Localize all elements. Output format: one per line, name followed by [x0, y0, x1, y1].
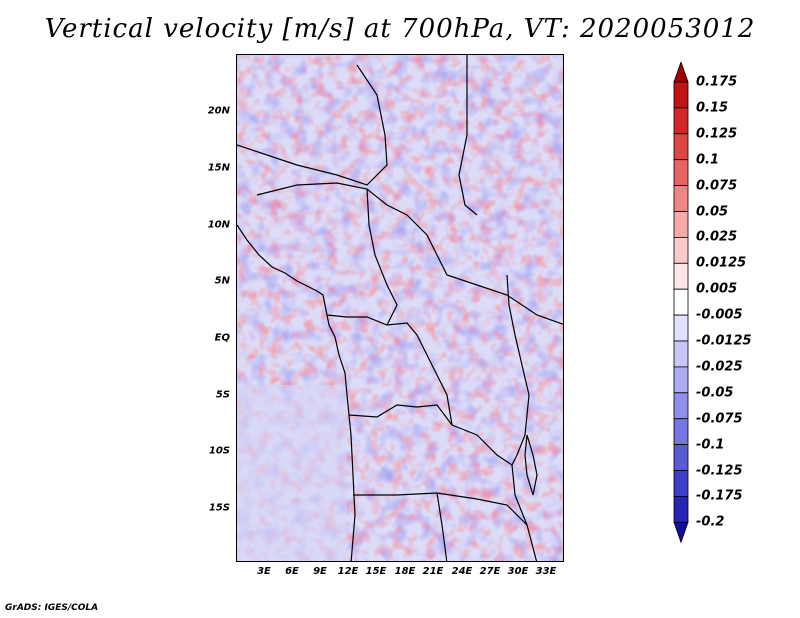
colorbar-label: 0.175: [696, 74, 738, 90]
colorbar-swatch: [673, 444, 689, 471]
vertical-velocity-map: [237, 55, 563, 561]
border-central-1: [366, 188, 398, 326]
border-north-2: [237, 64, 388, 186]
coastline-west-africa: [237, 224, 356, 561]
border-sahel: [256, 182, 563, 325]
colorbar-swatch: [673, 314, 689, 342]
colorbar-swatch: [673, 133, 689, 161]
lon-tick-label: 30E: [507, 566, 529, 577]
colorbar-label: -0.0125: [696, 333, 752, 349]
colorbar-swatch: [673, 392, 689, 420]
colorbar-label: -0.1: [696, 437, 725, 453]
colorbar-label: 0.075: [696, 178, 738, 194]
colorbar-label: -0.2: [696, 514, 725, 530]
lat-tick-label: 10S: [208, 445, 230, 457]
colorbar-label: 0.0125: [696, 255, 747, 271]
colorbar-label: 0.125: [696, 126, 738, 142]
lake-outline: [524, 434, 538, 496]
colorbar-swatch: [673, 418, 689, 446]
lat-tick-label: 10N: [207, 219, 230, 231]
border-south: [353, 492, 528, 526]
ocean-calm-region: [237, 385, 347, 561]
colorbar-label: -0.05: [696, 385, 734, 401]
colorbar-swatch: [673, 185, 689, 212]
colorbar-swatch: [673, 159, 689, 186]
lat-tick-label: 20N: [207, 105, 230, 117]
colorbar-swatch: [673, 107, 689, 135]
colorbar-label: -0.025: [696, 359, 743, 375]
colorbar-swatch: [673, 340, 689, 368]
lat-tick-label: 15S: [208, 502, 230, 514]
colorbar-swatch: [673, 495, 689, 523]
colorbar-label: -0.175: [696, 488, 743, 504]
lon-tick-label: 12E: [337, 566, 359, 577]
colorbar: [673, 62, 689, 544]
colorbar-label: 0.05: [696, 204, 729, 219]
lon-tick-label: 24E: [451, 566, 473, 577]
lon-tick-label: 27E: [479, 566, 501, 577]
colorbar-label: -0.075: [696, 411, 743, 427]
colorbar-label: 0.1: [696, 152, 720, 168]
lon-tick-label: 15E: [365, 566, 387, 577]
colorbar-swatch: [673, 62, 689, 83]
lat-tick-label: 15N: [207, 162, 230, 174]
colorbar-label: -0.125: [696, 463, 743, 478]
country-borders: [237, 55, 563, 561]
colorbar-label: 0.15: [696, 100, 729, 116]
colorbar-swatch: [673, 211, 689, 238]
colorbar-label: 0.005: [696, 281, 738, 297]
lon-tick-label: 9E: [313, 566, 327, 577]
lon-tick-label: 18E: [394, 566, 416, 577]
map-plot-area: [236, 54, 564, 562]
colorbar-swatch: [673, 521, 689, 544]
lon-tick-label: 33E: [535, 566, 557, 577]
border-south-2: [436, 492, 448, 561]
border-east: [506, 274, 538, 561]
colorbar-swatch: [673, 470, 689, 497]
border-north-1: [458, 55, 478, 216]
lon-tick-label: 21E: [422, 566, 444, 577]
footer-credit: GrADS: IGES/COLA: [5, 603, 99, 613]
border-congo: [348, 404, 513, 466]
border-central-2: [326, 314, 453, 426]
lat-tick-label: EQ: [214, 332, 230, 344]
lat-tick-label: 5N: [214, 275, 230, 287]
colorbar-label: -0.005: [696, 307, 743, 323]
colorbar-swatch: [673, 236, 689, 264]
lon-tick-label: 3E: [257, 566, 271, 577]
colorbar-swatch: [673, 81, 689, 109]
lon-tick-label: 6E: [285, 566, 299, 577]
colorbar-swatch: [673, 366, 689, 394]
colorbar-swatch: [673, 288, 689, 316]
colorbar-swatch: [673, 262, 689, 290]
lat-tick-label: 5S: [215, 389, 230, 401]
colorbar-label: 0.025: [696, 229, 738, 245]
chart-title: Vertical velocity [m/s] at 700hPa, VT: 2…: [44, 14, 756, 44]
